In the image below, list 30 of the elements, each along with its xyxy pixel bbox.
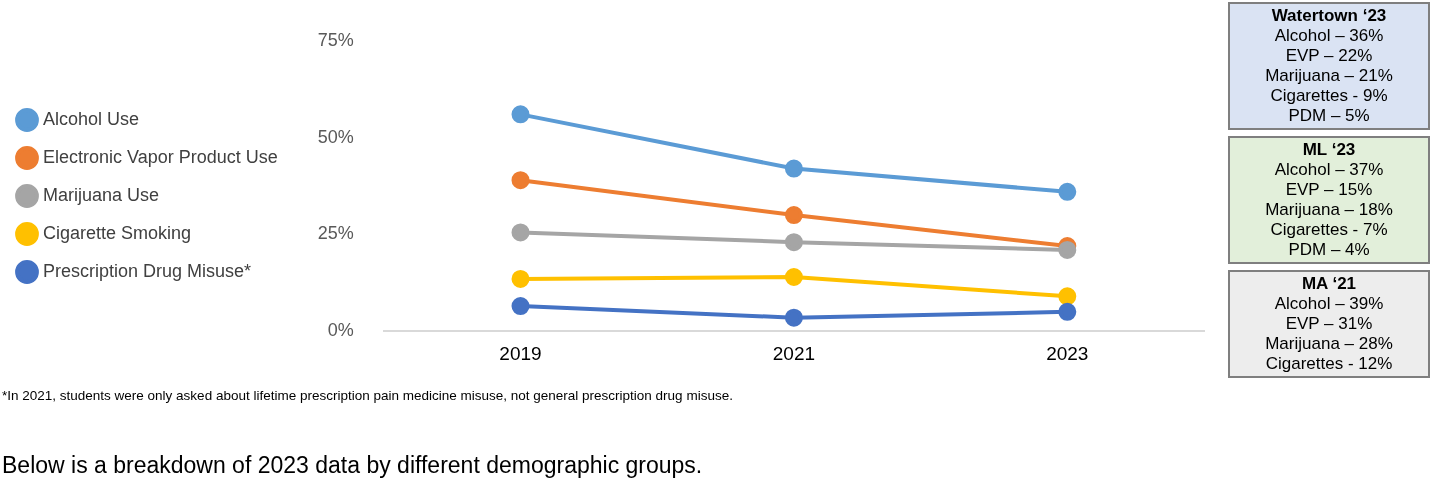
point	[511, 297, 530, 316]
point	[784, 308, 803, 327]
point	[1058, 302, 1077, 321]
x-tick-label: 2021	[772, 342, 816, 364]
legend-label: Alcohol Use	[43, 108, 140, 129]
point	[784, 233, 803, 252]
point	[784, 206, 803, 225]
legend-label: Marijuana Use	[43, 184, 160, 205]
y-tick-label: 50%	[317, 126, 354, 147]
text: Watertown ‘23 Alcohol – 36% EVP – 22% Marijuana – 21% Cigarettes - 9% PDM – 5%	[1264, 6, 1394, 126]
y-tick-label: 25%	[317, 223, 354, 244]
legend-label: Prescription Drug Misuse*	[43, 260, 252, 281]
point	[1058, 182, 1077, 201]
point	[511, 223, 530, 242]
point	[511, 171, 530, 190]
text: *In 2021, students were only asked about lifetime prescription pain medicine misuse, not general prescription drug misuse.	[2, 388, 733, 403]
text: ML ‘23 Alcohol – 37% EVP – 15% Marijuana – 18% Cigarettes - 7% PDM – 4%	[1264, 140, 1394, 260]
point	[511, 105, 530, 124]
legend-label: Cigarette Smoking	[43, 222, 192, 243]
point	[784, 159, 803, 178]
legend-label: Electronic Vapor Product Use	[43, 146, 278, 167]
x-tick-label: 2019	[499, 342, 542, 364]
point	[784, 267, 803, 286]
x-tick-label: 2023	[1046, 342, 1089, 364]
y-tick-label: 75%	[317, 29, 354, 50]
point	[1058, 287, 1077, 306]
y-tick-label: 0%	[327, 320, 354, 341]
text: Below is a breakdown of 2023 data by different demographic groups.	[2, 452, 703, 479]
point	[511, 269, 530, 288]
text: MA ‘21 Alcohol – 39% EVP – 31% Marijuana – 28% Cigarettes - 12%	[1264, 274, 1394, 374]
